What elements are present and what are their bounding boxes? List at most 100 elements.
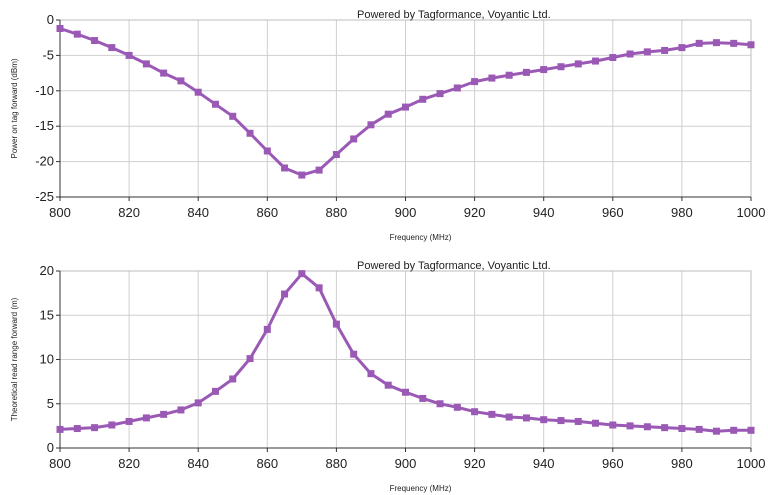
data-point [574, 60, 582, 68]
data-point [712, 39, 720, 47]
x-tick-label: 900 [395, 456, 417, 471]
data-point [540, 416, 548, 424]
x-tick-label: 980 [671, 205, 693, 220]
x-tick-label: 900 [395, 205, 417, 220]
data-point [436, 400, 444, 408]
data-point [540, 66, 548, 74]
data-point [453, 84, 461, 92]
chart-annotation: Powered by Tagformance, Voyantic Ltd. [357, 9, 551, 21]
x-tick-label: 880 [326, 456, 348, 471]
y-tick-label: 15 [40, 307, 54, 322]
data-point [419, 394, 427, 402]
data-point [246, 355, 254, 363]
data-point [402, 103, 409, 111]
x-tick-label: 920 [464, 205, 486, 220]
data-point [505, 413, 513, 421]
data-point [522, 68, 530, 76]
data-point [436, 90, 444, 98]
data-point [384, 110, 392, 118]
y-tick-label: -10 [35, 83, 54, 98]
x-tick-label: 840 [187, 456, 209, 471]
y-tick-label: 0 [47, 12, 54, 27]
data-point [643, 423, 651, 431]
y-tick-label: 5 [47, 396, 54, 411]
x-tick-label: 840 [187, 205, 209, 220]
data-point [229, 375, 237, 383]
x-tick-label: 960 [602, 205, 624, 220]
y-tick-label: 0 [47, 440, 54, 455]
x-tick-label: 940 [533, 205, 555, 220]
data-point [56, 24, 64, 32]
data-point [350, 350, 358, 358]
data-point [367, 370, 375, 378]
data-point [315, 166, 323, 174]
data-point [125, 51, 133, 59]
data-point [695, 425, 703, 433]
data-point [643, 48, 651, 56]
data-point [56, 425, 64, 433]
data-point [384, 381, 392, 389]
data-point [177, 406, 185, 414]
data-point [281, 290, 289, 298]
x-tick-label: 920 [464, 456, 486, 471]
chart-annotation: Powered by Tagformance, Voyantic Ltd. [357, 260, 551, 272]
data-point [108, 421, 116, 429]
data-point [91, 37, 99, 45]
y-tick-label: -15 [35, 118, 54, 133]
data-point [160, 410, 168, 418]
y-axis-label: Power on tag forward (dBm) [10, 58, 19, 158]
data-point [108, 44, 116, 52]
data-point [488, 410, 496, 418]
data-point [332, 151, 340, 159]
data-point [730, 39, 738, 47]
data-point [367, 121, 375, 129]
data-point [557, 63, 565, 71]
data-point [402, 388, 409, 396]
data-point [609, 421, 617, 429]
data-point [626, 422, 634, 430]
data-point [246, 129, 254, 137]
x-tick-label: 800 [49, 205, 71, 220]
x-tick-label: 960 [602, 456, 624, 471]
data-point [229, 112, 237, 120]
data-point [609, 54, 617, 62]
data-point [142, 60, 150, 68]
x-tick-label: 980 [671, 456, 693, 471]
x-tick-label: 820 [118, 456, 140, 471]
data-point [160, 69, 168, 77]
data-point [730, 426, 738, 434]
data-point [419, 95, 427, 103]
data-point [574, 417, 582, 425]
data-point [298, 270, 306, 278]
data-point [91, 424, 99, 432]
data-point [73, 425, 81, 433]
data-point [695, 39, 703, 47]
x-axis-label: Frequency (MHz) [390, 484, 452, 493]
data-point [298, 171, 306, 179]
data-point [592, 419, 600, 427]
data-point [211, 387, 219, 395]
y-tick-label: -20 [35, 154, 54, 169]
data-point [626, 50, 634, 58]
data-point [453, 403, 461, 411]
data-point [505, 71, 513, 79]
data-point [678, 44, 686, 52]
y-axis-label: Theoretical read range forward (m) [10, 297, 19, 421]
data-point [747, 41, 755, 49]
data-point [211, 100, 219, 108]
x-tick-label: 1000 [737, 205, 766, 220]
x-axis-label: Frequency (MHz) [390, 233, 452, 242]
data-point [142, 414, 150, 422]
data-point [522, 414, 530, 422]
data-point [177, 77, 185, 85]
data-point [678, 425, 686, 433]
y-tick-label: 10 [40, 352, 54, 367]
data-point [471, 78, 479, 86]
data-point [661, 424, 669, 432]
x-tick-label: 860 [256, 205, 278, 220]
data-point [471, 408, 479, 416]
data-point [194, 88, 202, 96]
data-point [125, 417, 133, 425]
